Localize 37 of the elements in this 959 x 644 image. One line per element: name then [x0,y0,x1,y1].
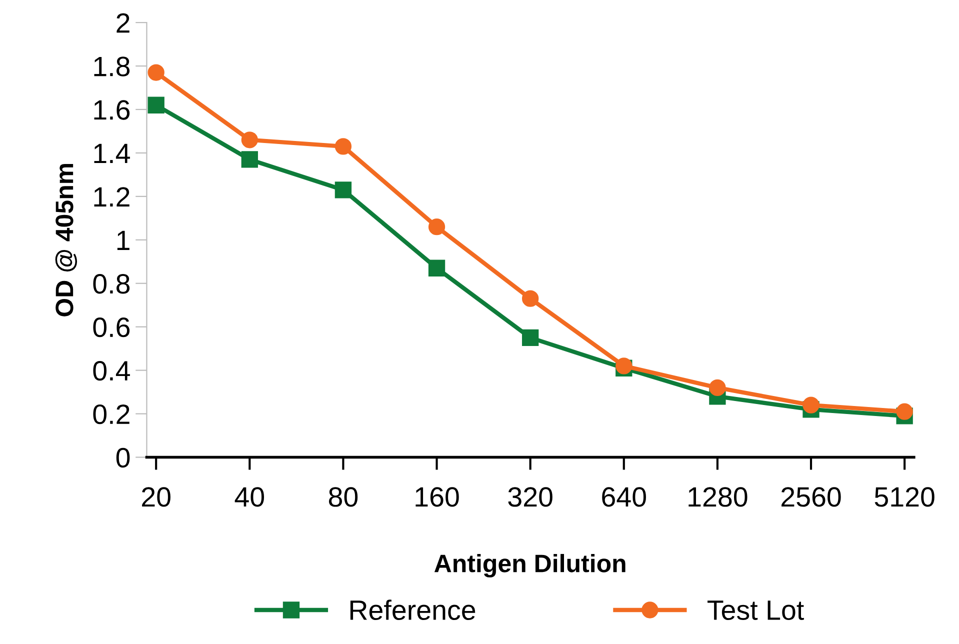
y-tick-label: 2 [116,13,130,33]
point [802,396,820,414]
y-tick-label: 0 [116,448,130,468]
point [522,329,539,346]
point [148,96,164,114]
y-tick-label: 1.4 [94,144,130,164]
y-tick-label: 0.6 [93,318,130,338]
y-tick-label: 1 [117,230,130,250]
y-tick-label: 0.8 [93,274,130,294]
x-tick-label: 80 [328,487,358,507]
point [241,151,258,168]
point [709,379,726,396]
point [896,403,913,420]
x-tick-label: 320 [508,487,552,507]
y-tick-label: 1.2 [94,187,130,206]
legend-label: Test Lot [708,600,804,620]
point [334,182,352,198]
x-tick-label: 40 [234,487,264,507]
x-tick-label: 640 [602,487,646,507]
x-tick-label: 160 [416,487,459,507]
y-tick-label: 1.8 [94,56,130,76]
y-tick-label: 0.2 [93,404,130,424]
x-axis-title: Antigen Dilution [434,554,626,578]
point [148,64,164,81]
point [334,138,352,155]
y-tick-label: 1.6 [94,100,130,120]
point [241,132,258,148]
x-tick-label: 20 [142,487,170,507]
y-axis-title: OD @ 405nm [55,164,78,316]
point [428,260,446,276]
legend-label: Reference [350,600,476,620]
x-tick-label: 1280 [688,487,748,507]
y-tick-label: 0.4 [93,360,130,381]
point [428,218,446,236]
x-tick-label: 5120 [874,487,934,507]
x-tick-label: 2560 [782,487,841,507]
point [522,290,539,307]
